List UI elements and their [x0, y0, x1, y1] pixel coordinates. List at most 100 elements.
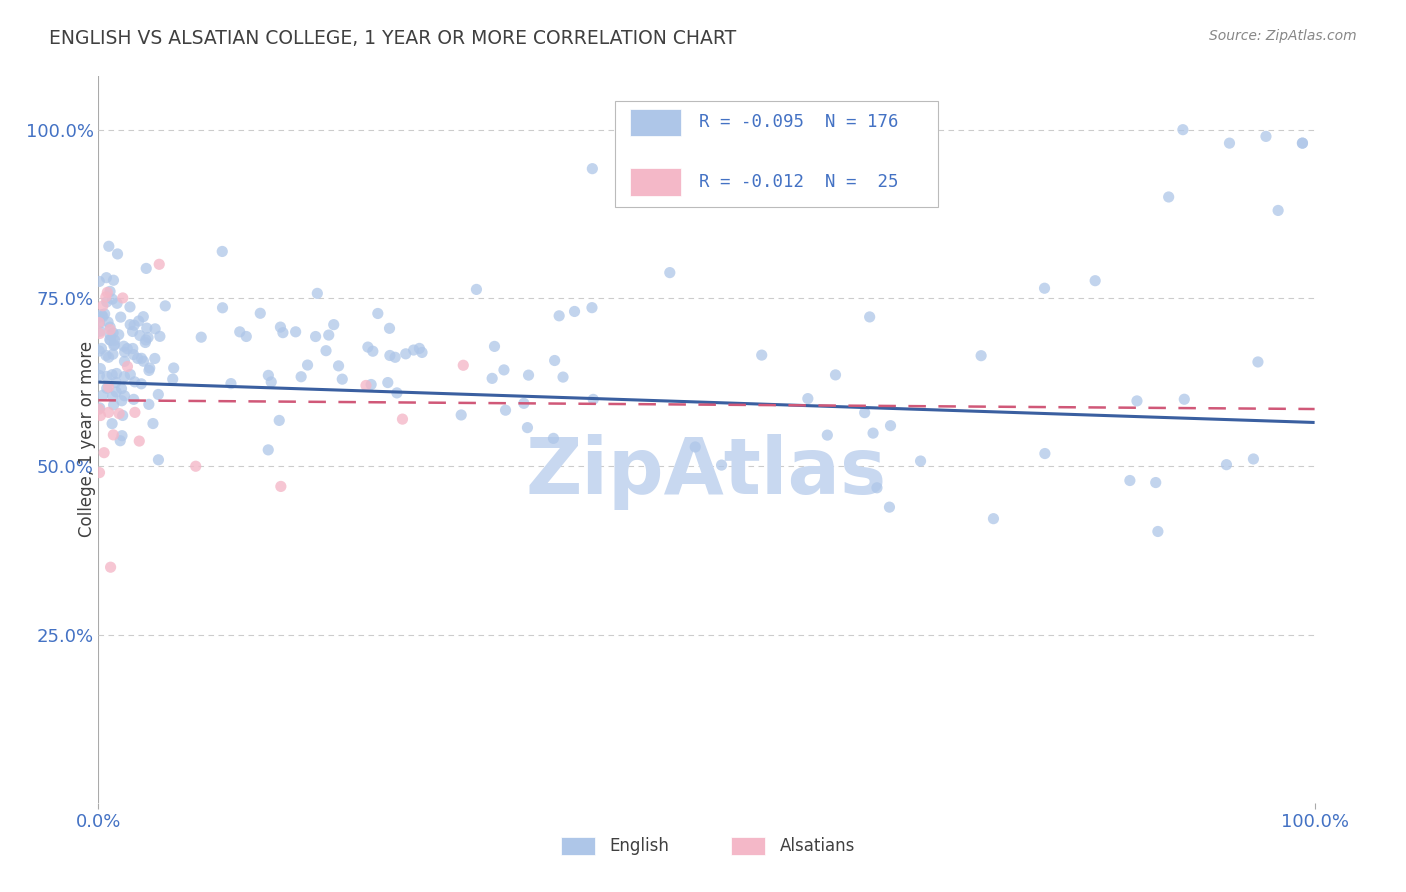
- Point: [105, 296, 128, 310]
- FancyBboxPatch shape: [616, 102, 938, 207]
- Point: [581, 301, 603, 315]
- Point: [89, 401, 111, 415]
- Point: [658, 266, 681, 280]
- Point: [271, 326, 294, 340]
- Point: [402, 343, 425, 357]
- Point: [87, 402, 110, 417]
- Point: [131, 351, 153, 366]
- Point: [89, 326, 111, 341]
- Point: [132, 310, 155, 324]
- Point: [101, 389, 124, 403]
- Point: [101, 292, 124, 306]
- Point: [357, 340, 380, 354]
- Point: [96, 285, 118, 300]
- Point: [98, 285, 121, 299]
- Point: [270, 479, 292, 493]
- Point: [211, 301, 233, 315]
- Point: [111, 428, 134, 442]
- Point: [89, 361, 111, 376]
- Point: [97, 405, 120, 419]
- Point: [110, 434, 132, 448]
- Point: [155, 299, 177, 313]
- Point: [408, 342, 430, 356]
- Point: [481, 371, 503, 385]
- Point: [111, 291, 134, 305]
- Point: [290, 369, 312, 384]
- Point: [91, 310, 114, 324]
- Point: [100, 333, 122, 347]
- Point: [96, 369, 118, 384]
- Point: [548, 309, 571, 323]
- Point: [360, 377, 382, 392]
- Point: [297, 358, 319, 372]
- Point: [112, 339, 135, 353]
- Point: [1147, 524, 1170, 539]
- Bar: [630, 109, 681, 136]
- Point: [91, 388, 114, 402]
- Point: [135, 321, 157, 335]
- Point: [284, 325, 307, 339]
- Point: [484, 339, 506, 353]
- Point: [1119, 474, 1142, 488]
- Point: [136, 330, 159, 344]
- Point: [1254, 129, 1277, 144]
- Point: [1157, 190, 1180, 204]
- Point: [97, 351, 120, 365]
- Point: [93, 307, 115, 321]
- Point: [117, 342, 139, 356]
- Bar: [630, 169, 681, 195]
- Point: [257, 368, 280, 383]
- Point: [564, 304, 586, 318]
- Point: [315, 343, 337, 358]
- Point: [108, 407, 131, 421]
- Point: [367, 306, 389, 320]
- Point: [1247, 355, 1270, 369]
- Point: [378, 349, 401, 363]
- Point: [132, 354, 155, 368]
- Point: [128, 434, 150, 448]
- Point: [307, 286, 329, 301]
- Point: [318, 328, 340, 343]
- Point: [219, 376, 242, 391]
- Text: ENGLISH VS ALSATIAN COLLEGE, 1 YEAR OR MORE CORRELATION CHART: ENGLISH VS ALSATIAN COLLEGE, 1 YEAR OR M…: [49, 29, 737, 47]
- Point: [513, 396, 536, 410]
- Point: [495, 403, 517, 417]
- Point: [1126, 393, 1149, 408]
- Point: [148, 452, 170, 467]
- Point: [114, 354, 136, 368]
- Point: [138, 397, 160, 411]
- Text: Alsatians: Alsatians: [779, 837, 855, 855]
- Point: [103, 337, 125, 351]
- Point: [104, 376, 127, 390]
- Point: [101, 417, 124, 431]
- Point: [582, 392, 605, 407]
- Point: [249, 306, 271, 320]
- Bar: [561, 837, 595, 855]
- Point: [163, 361, 186, 376]
- Point: [121, 325, 143, 339]
- Point: [1171, 122, 1194, 136]
- Point: [97, 315, 120, 329]
- Point: [101, 326, 124, 340]
- Point: [114, 389, 136, 403]
- Point: [135, 333, 157, 347]
- Text: Source: ZipAtlas.com: Source: ZipAtlas.com: [1209, 29, 1357, 43]
- Point: [89, 316, 111, 330]
- Point: [395, 347, 418, 361]
- Point: [96, 270, 118, 285]
- Point: [683, 440, 706, 454]
- Point: [391, 412, 413, 426]
- Point: [879, 418, 901, 433]
- Point: [492, 363, 515, 377]
- Point: [543, 353, 565, 368]
- Point: [229, 325, 252, 339]
- Point: [741, 180, 763, 194]
- Point: [859, 310, 882, 324]
- Point: [517, 368, 540, 383]
- Point: [853, 406, 876, 420]
- Point: [797, 392, 820, 406]
- Point: [103, 398, 125, 412]
- Point: [138, 361, 160, 376]
- Point: [361, 344, 384, 359]
- Point: [89, 409, 111, 423]
